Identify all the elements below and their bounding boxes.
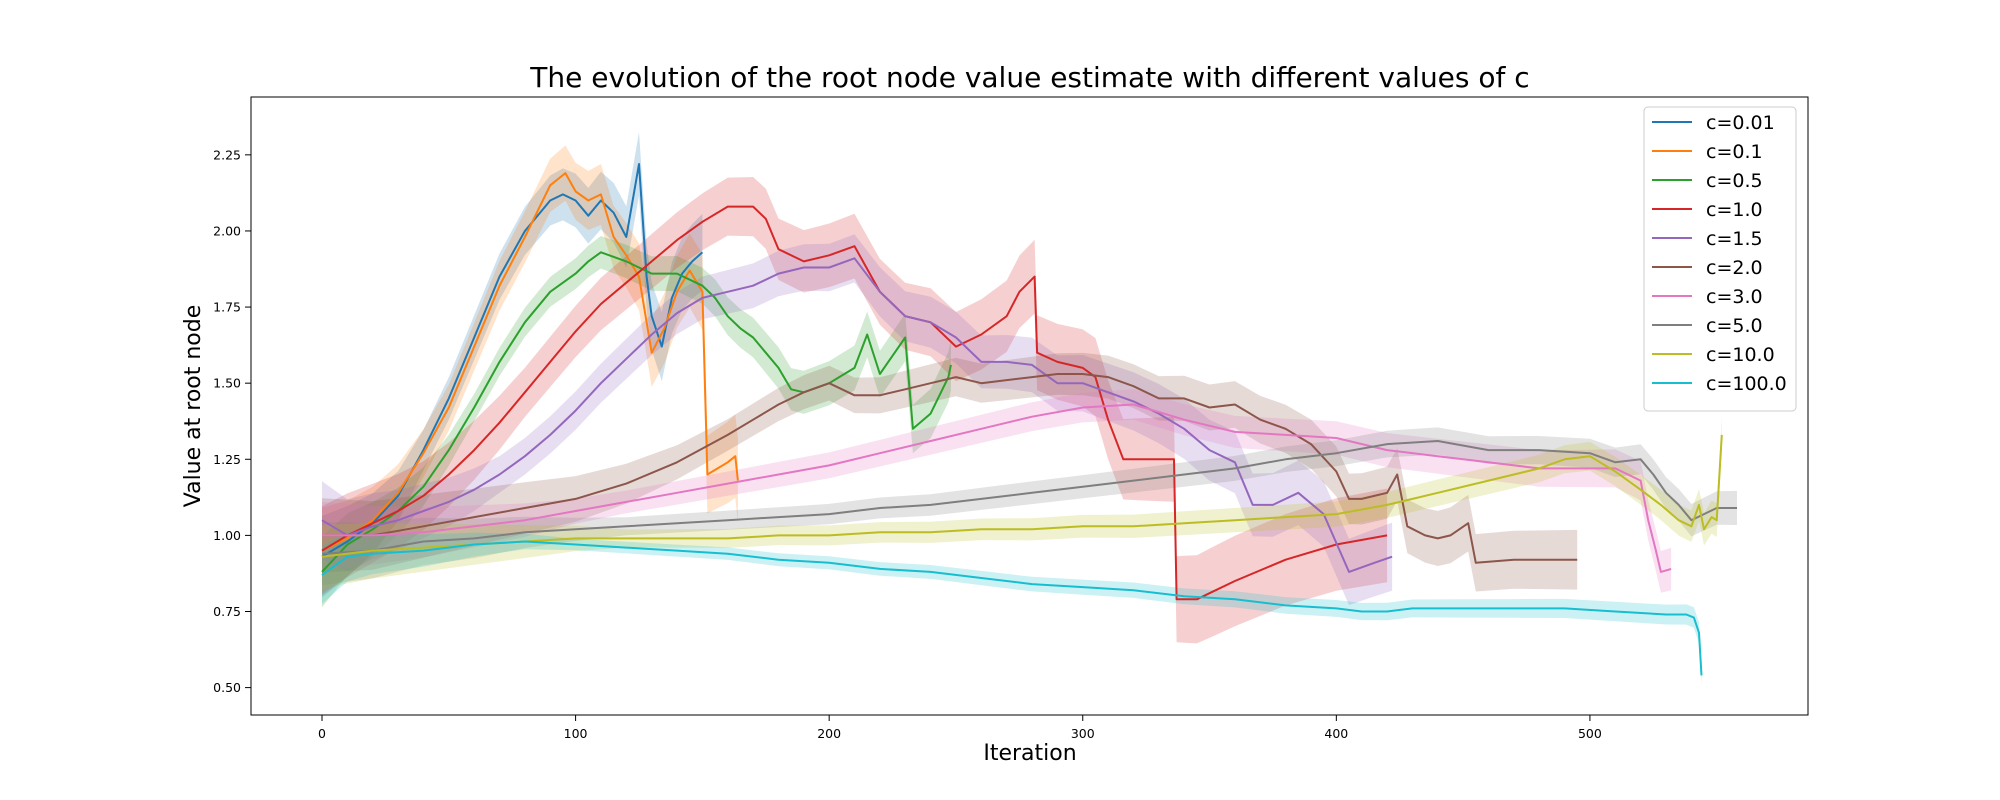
legend-label: c=10.0 bbox=[1706, 344, 1775, 366]
plot-frame bbox=[250, 96, 1809, 716]
legend-label: c=0.1 bbox=[1706, 141, 1763, 163]
band-c=2.0 bbox=[322, 352, 1578, 592]
x-axis-label: Iteration bbox=[983, 741, 1076, 766]
band-c=0.1 bbox=[322, 145, 738, 594]
band-c=5.0 bbox=[322, 427, 1737, 586]
legend-label: c=2.0 bbox=[1706, 257, 1763, 279]
legend-label: c=3.0 bbox=[1706, 286, 1763, 308]
y-tick-label: 1.50 bbox=[213, 376, 241, 391]
series-line-c=2.0 bbox=[322, 373, 1578, 564]
band-c=1.5 bbox=[322, 234, 1393, 606]
legend: c=0.01 c=0.1 c=0.5 c=1.0 c=1.5 c=2.0 c=3.0 c=5.… bbox=[1643, 106, 1797, 412]
x-tick-label: 200 bbox=[817, 726, 841, 741]
series-line-c=0.5 bbox=[321, 251, 952, 573]
series-line-c=3.0 bbox=[322, 403, 1672, 573]
legend-label: c=5.0 bbox=[1706, 315, 1763, 337]
y-tick-label: 2.25 bbox=[213, 147, 241, 162]
legend-label: c=1.0 bbox=[1706, 199, 1763, 221]
y-tick-label: 1.25 bbox=[213, 452, 241, 467]
y-axis-label: Value at root node bbox=[181, 305, 206, 508]
legend-box bbox=[1643, 106, 1797, 412]
x-tick-label: 300 bbox=[1071, 726, 1095, 741]
x-tick-label: 100 bbox=[564, 726, 588, 741]
x-tick-label: 400 bbox=[1324, 726, 1348, 741]
x-tick-label: 500 bbox=[1578, 726, 1602, 741]
confidence-bands bbox=[322, 132, 1737, 687]
y-axis: 0.50 0.75 1.00 1.25 1.50 1.75 2.00 2.25 bbox=[213, 147, 251, 695]
series-line-c=0.01 bbox=[321, 163, 704, 558]
y-tick-label: 1.00 bbox=[213, 528, 241, 543]
legend-label: c=1.5 bbox=[1706, 228, 1763, 250]
y-tick-label: 2.00 bbox=[213, 223, 241, 238]
legend-label: c=100.0 bbox=[1706, 373, 1787, 395]
series-line-c=1.5 bbox=[321, 257, 1393, 573]
band-c=3.0 bbox=[322, 389, 1672, 593]
legend-label: c=0.5 bbox=[1706, 170, 1763, 192]
band-c=1.0 bbox=[322, 177, 1388, 644]
y-tick-label: 0.50 bbox=[213, 680, 241, 695]
band-c=0.01 bbox=[322, 132, 703, 598]
series-line-c=10.0 bbox=[321, 434, 1723, 558]
chart-title: The evolution of the root node value est… bbox=[529, 61, 1529, 94]
band-c=10.0 bbox=[322, 417, 1722, 589]
series-line-c=100.0 bbox=[321, 540, 1703, 676]
y-tick-label: 1.75 bbox=[213, 300, 241, 315]
x-axis: 0 100 200 300 400 500 bbox=[318, 715, 1602, 741]
series-lines bbox=[321, 163, 1737, 676]
legend-label: c=0.01 bbox=[1706, 112, 1775, 134]
y-tick-label: 0.75 bbox=[213, 604, 241, 619]
x-tick-label: 0 bbox=[318, 726, 326, 741]
series-line-c=0.1 bbox=[321, 172, 739, 552]
series-line-c=5.0 bbox=[321, 440, 1737, 555]
